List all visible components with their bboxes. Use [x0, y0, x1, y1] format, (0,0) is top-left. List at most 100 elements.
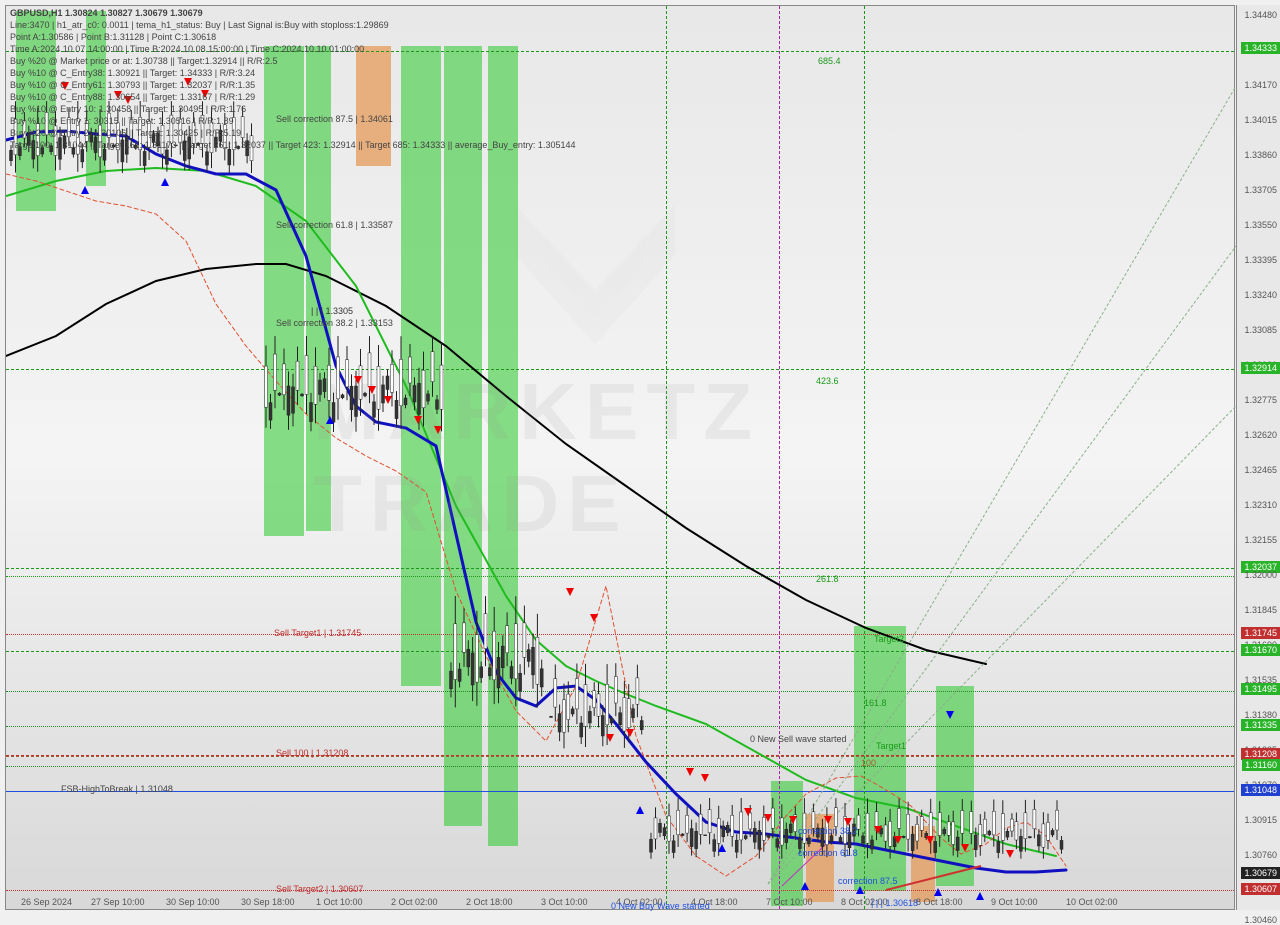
chart-label: correction 38.2	[798, 826, 858, 836]
chart-label: Sell correction 38.2 | 1.33153	[276, 318, 393, 328]
horizontal-level	[6, 576, 1234, 577]
signal-arrow	[326, 416, 334, 424]
vertical-marker	[666, 6, 667, 909]
price-tick: 1.31335	[1241, 719, 1280, 731]
time-tick: 1 Oct 10:00	[316, 897, 363, 907]
time-tick: 10 Oct 02:00	[1066, 897, 1118, 907]
time-tick: 9 Oct 10:00	[991, 897, 1038, 907]
price-tick: 1.34015	[1244, 115, 1277, 125]
time-tick: 27 Sep 10:00	[91, 897, 145, 907]
price-tick: 1.32310	[1244, 500, 1277, 510]
signal-arrow	[368, 386, 376, 394]
price-tick: 1.32155	[1244, 535, 1277, 545]
price-tick: 1.32914	[1241, 362, 1280, 374]
chart-label: FSB-HighToBreak | 1.31048	[61, 784, 173, 794]
price-tick: 1.32620	[1244, 430, 1277, 440]
price-tick: 1.34170	[1244, 80, 1277, 90]
info-line-1: Line:3470 | h1_atr_c0: 0.0011 | tema_h1_…	[10, 20, 389, 30]
chart-label: correction 87.5	[838, 876, 898, 886]
price-tick: 1.33705	[1244, 185, 1277, 195]
signal-arrow	[434, 426, 442, 434]
info-line-11: Target100: 1.31044 || Target 161: 1.3117…	[10, 140, 575, 150]
signal-arrow	[926, 836, 934, 844]
price-tick: 1.31048	[1241, 784, 1280, 796]
info-line-2: Point A:1.30586 | Point B:1.31128 | Poin…	[10, 32, 216, 42]
signal-arrow	[744, 808, 752, 816]
price-tick: 1.34480	[1244, 10, 1277, 20]
chart-label: Sell correction 61.8 | 1.33587	[276, 220, 393, 230]
chart-label: | | | 1.30618	[871, 898, 918, 908]
price-tick: 1.32775	[1244, 395, 1277, 405]
signal-arrow	[874, 826, 882, 834]
price-axis: 1.344801.343331.341701.340151.338601.337…	[1236, 5, 1280, 910]
symbol-title: GBPUSD,H1 1.30824 1.30827 1.30679 1.3067…	[10, 8, 203, 18]
chart-label: | | | 1.3305	[311, 306, 353, 316]
zone-band	[936, 686, 974, 886]
info-line-7: Buy %10 @ C_Entry88: 1.30654 || Target: …	[10, 92, 255, 102]
price-tick: 1.33240	[1244, 290, 1277, 300]
signal-arrow	[934, 888, 942, 896]
price-tick: 1.32000	[1244, 570, 1277, 580]
zone-band	[771, 781, 803, 906]
signal-arrow	[566, 588, 574, 596]
time-tick: 3 Oct 10:00	[541, 897, 588, 907]
price-tick: 1.30607	[1241, 883, 1280, 895]
price-tick: 1.31160	[1242, 759, 1280, 771]
zone-band	[444, 46, 482, 826]
watermark-logo	[485, 174, 705, 379]
horizontal-level	[6, 791, 1234, 792]
horizontal-level	[6, 369, 1234, 370]
signal-arrow	[81, 186, 89, 194]
info-line-4: Buy %20 @ Market price or at: 1.30738 ||…	[10, 56, 277, 66]
price-tick: 1.32465	[1244, 465, 1277, 475]
chart-label: 161.8	[864, 698, 887, 708]
signal-arrow	[590, 614, 598, 622]
vertical-marker	[864, 6, 865, 909]
signal-arrow	[764, 814, 772, 822]
signal-arrow	[801, 882, 809, 890]
signal-arrow	[384, 396, 392, 404]
chart-area[interactable]: MARKETZ TRADE GBPUSD,H1 1.30824 1.30827 …	[5, 5, 1235, 910]
chart-label: Sell Target1 | 1.31745	[274, 628, 361, 638]
info-line-8: Buy %10 @ Entry 10: 1.30458 || Target: 1…	[10, 104, 246, 114]
time-tick: 7 Oct 10:00	[766, 897, 813, 907]
chart-label: 685.4	[818, 56, 841, 66]
horizontal-level	[6, 766, 1234, 767]
horizontal-level	[6, 756, 1234, 757]
price-tick: 1.30760	[1244, 850, 1277, 860]
signal-arrow	[626, 729, 634, 737]
price-tick: 1.30679	[1241, 867, 1280, 879]
horizontal-level	[6, 651, 1234, 652]
chart-label: Sell correction 87.5 | 1.34061	[276, 114, 393, 124]
price-tick: 1.31495	[1241, 683, 1280, 695]
signal-arrow	[961, 844, 969, 852]
info-line-3: Time A:2024.10.07 14:00:00 | Time B:2024…	[10, 44, 364, 54]
time-tick: 30 Sep 18:00	[241, 897, 295, 907]
price-tick: 1.33550	[1244, 220, 1277, 230]
vertical-marker	[779, 6, 780, 909]
signal-arrow	[354, 376, 362, 384]
signal-arrow	[976, 892, 984, 900]
signal-arrow	[894, 836, 902, 844]
signal-arrow	[856, 886, 864, 894]
time-tick: 30 Sep 10:00	[166, 897, 220, 907]
info-line-10: Buy %20 @ Entry 2: 1.30106 || Target: 1.…	[10, 128, 241, 138]
price-tick: 1.31670	[1241, 644, 1280, 656]
signal-arrow	[844, 818, 852, 826]
time-tick: 2 Oct 02:00	[391, 897, 438, 907]
chart-label: 0 New Buy Wave started	[611, 901, 710, 911]
chart-label: Sell 100 | 1.31208	[276, 748, 348, 758]
horizontal-level	[6, 691, 1234, 692]
signal-arrow	[946, 711, 954, 719]
info-line-6: Buy %10 @ C_Entry61: 1.30793 || Target: …	[10, 80, 255, 90]
chart-label: Target1	[876, 741, 906, 751]
horizontal-level	[6, 726, 1234, 727]
time-tick: 8 Oct 18:00	[916, 897, 963, 907]
signal-arrow	[701, 774, 709, 782]
info-line-5: Buy %10 @ C_Entry38: 1.30921 || Target: …	[10, 68, 255, 78]
signal-arrow	[636, 806, 644, 814]
info-line-9: Buy %10 @ Entry 1: 30315 || Target: 1.30…	[10, 116, 234, 126]
chart-label: 261.8	[816, 574, 839, 584]
signal-arrow	[686, 768, 694, 776]
signal-arrow	[414, 416, 422, 424]
